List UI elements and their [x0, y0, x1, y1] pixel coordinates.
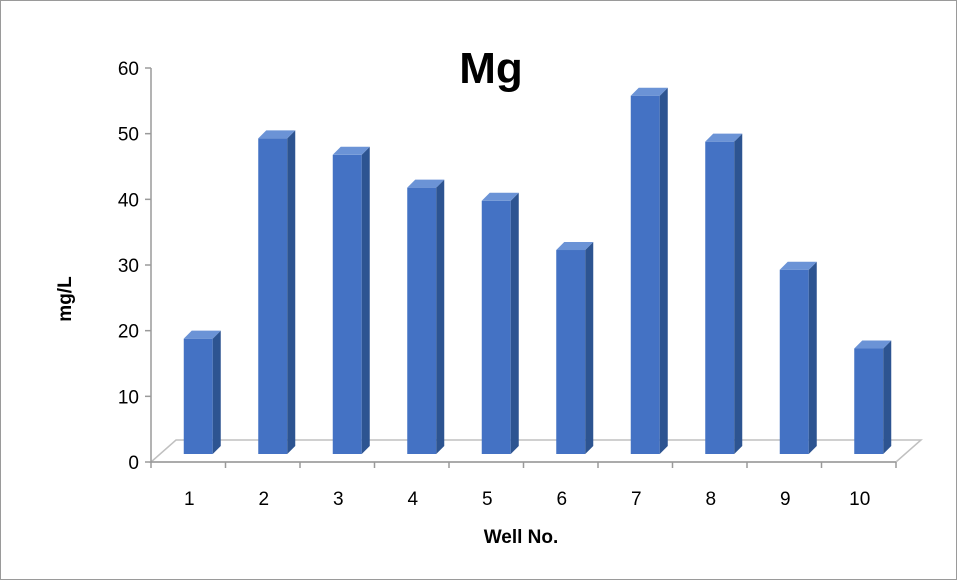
- y-tick-label: 30: [118, 256, 139, 277]
- x-axis-title: Well No.: [484, 527, 559, 548]
- x-tick-label: 1: [184, 489, 195, 510]
- bar: [854, 340, 892, 454]
- bar-side: [287, 130, 296, 454]
- x-tick-label: 2: [258, 489, 269, 510]
- x-tick-label: 3: [333, 489, 344, 510]
- bar-front: [258, 138, 288, 454]
- tick-labels: 0 10 20 30 40 50 60 1 2 3 4 5 6 7 8 9 10: [118, 59, 870, 510]
- bar-top: [705, 133, 743, 142]
- bar: [407, 179, 445, 454]
- x-tick-label: 10: [849, 489, 870, 510]
- x-tick-label: 6: [556, 489, 567, 510]
- chart-title: Mg: [459, 44, 523, 93]
- bar-top: [854, 340, 892, 349]
- bar-side: [510, 192, 519, 454]
- bar: [183, 330, 221, 454]
- bar-top: [481, 192, 519, 201]
- bar-top: [407, 179, 445, 188]
- bar: [481, 192, 519, 454]
- x-tick-label: 8: [705, 489, 716, 510]
- bar-side: [212, 330, 221, 454]
- bar-front: [183, 338, 213, 454]
- bar-top: [332, 146, 370, 155]
- bar-side: [659, 87, 668, 454]
- y-axis-title: mg/L: [55, 276, 76, 322]
- bar-front: [332, 154, 362, 455]
- bars: [183, 87, 892, 455]
- bar-top: [258, 130, 296, 139]
- bar: [705, 133, 743, 454]
- bar-front: [556, 250, 586, 454]
- y-tick-label: 0: [128, 453, 139, 474]
- bar-side: [883, 340, 892, 454]
- bar-side: [361, 146, 370, 455]
- bar-front: [854, 348, 884, 454]
- y-tick-label: 10: [118, 387, 139, 408]
- bar-side: [734, 133, 743, 454]
- bar-front: [705, 141, 735, 454]
- bar: [556, 242, 594, 454]
- bar-side: [808, 261, 817, 454]
- bar-top: [556, 242, 594, 251]
- bar-top: [183, 330, 221, 339]
- bar: [258, 130, 296, 454]
- y-tick-label: 60: [118, 59, 139, 80]
- x-tick-label: 9: [780, 489, 791, 510]
- x-tick-label: 5: [482, 489, 493, 510]
- x-tick-label: 7: [631, 489, 642, 510]
- bar: [332, 146, 370, 455]
- bar-side: [436, 179, 445, 454]
- bar-front: [630, 95, 660, 454]
- bar-front: [779, 269, 809, 454]
- x-tick-label: 4: [407, 489, 418, 510]
- axes: [145, 67, 897, 468]
- bar: [779, 261, 817, 454]
- y-tick-label: 40: [118, 190, 139, 211]
- bar-top: [779, 261, 817, 270]
- bar-side: [585, 242, 594, 454]
- y-tick-label: 20: [118, 322, 139, 343]
- bar-front: [481, 200, 511, 454]
- bar-front: [407, 187, 437, 454]
- bar-top: [630, 87, 668, 96]
- bar: [630, 87, 668, 454]
- y-tick-label: 50: [118, 125, 139, 146]
